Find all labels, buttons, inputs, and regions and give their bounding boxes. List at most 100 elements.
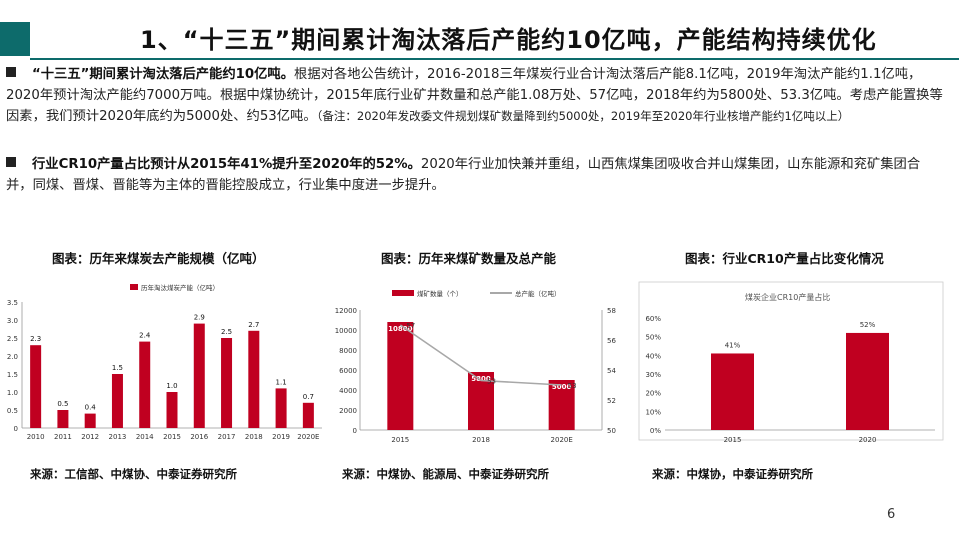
chart1-data-label: 2.5 <box>221 328 232 336</box>
chart2-line-label: 53 <box>568 382 577 390</box>
chart1-data-label: 1.0 <box>166 382 177 390</box>
chart1-y-tick: 3.5 <box>7 299 18 307</box>
chart3-y-tick: 60% <box>645 315 661 323</box>
chart2-bar-label: 5000 <box>552 383 572 391</box>
chart3-cr10-share: 煤炭企业CR10产量占比 0% 10% 20% 30% 40% 50% 60% 41% 2015 5… <box>638 281 944 444</box>
chart1-bar <box>275 388 287 428</box>
chart2-legend-line-label: 总产能（亿吨） <box>515 289 561 298</box>
paragraph-capacity-note: （备注：2020年发改委文件规划煤矿数量降到约5000处，2019年至2020年… <box>316 109 850 123</box>
chart2-left-tick: 12000 <box>335 307 357 315</box>
chart1-data-label: 2.3 <box>30 335 41 343</box>
chart1-data-label: 0.7 <box>303 393 314 401</box>
chart1-bar <box>139 341 151 428</box>
chart3-x-tick: 2020 <box>859 436 877 444</box>
chart2-line-label: 53 <box>487 378 496 386</box>
chart1-legend-label: 历年淘汰煤炭产能（亿吨） <box>141 283 219 292</box>
chart1-bar <box>84 413 96 428</box>
chart1-bar <box>111 374 123 428</box>
chart1-data-label: 1.5 <box>112 364 123 372</box>
chart3-bar <box>846 332 889 430</box>
chart3-inner-title: 煤炭企业CR10产量占比 <box>745 292 830 302</box>
chart3-y-tick: 50% <box>645 334 661 342</box>
slide-title: 1、“十三五”期间累计淘汰落后产能约10亿吨，产能结构持续优化 <box>140 26 877 54</box>
chart1-y-tick: 2.0 <box>7 353 18 361</box>
chart2-source: 来源：中煤协、能源局、中泰证券研究所 <box>342 467 549 481</box>
chart2-left-tick: 2000 <box>339 407 357 415</box>
paragraph-capacity-heading: “十三五”期间累计淘汰落后产能约10亿吨。 <box>32 67 295 82</box>
chart2-legend-bar-swatch <box>392 290 414 296</box>
chart1-title: 图表：历年来煤炭去产能规模（亿吨） <box>52 251 265 266</box>
chart2-right-tick: 52 <box>607 397 616 405</box>
chart1-bar <box>248 330 260 428</box>
paragraph-capacity-body: 根据对各地公告统计，2016-2018三年煤炭行业合计淘汰落后产能8.1亿吨，2… <box>6 67 943 124</box>
title-accent-strip <box>0 22 30 56</box>
chart3-y-tick: 40% <box>645 352 661 360</box>
chart2-left-tick: 0 <box>353 427 357 435</box>
chart2-bar <box>548 380 575 430</box>
chart1-data-label: 2.7 <box>248 321 259 329</box>
chart1-y-tick: 1.0 <box>7 389 18 397</box>
title-divider <box>30 58 959 60</box>
chart1-x-tick: 2012 <box>81 433 99 441</box>
chart1-x-tick: 2014 <box>136 433 154 441</box>
chart2-left-tick: 8000 <box>339 347 357 355</box>
chart1-legend-swatch <box>130 284 138 290</box>
chart1-data-label: 1.1 <box>276 378 287 386</box>
chart3-bar <box>711 353 754 430</box>
chart3-y-tick: 30% <box>645 371 661 379</box>
bullet-square-icon <box>6 157 16 167</box>
chart1-x-tick: 2013 <box>109 433 127 441</box>
paragraph-cr10-body: 2020年行业加快兼并重组，山西焦煤集团吸收合并山煤集团，山东能源和兖矿集团合并… <box>6 157 921 193</box>
chart2-legend-bar-label: 煤矿数量（个） <box>417 289 463 298</box>
chart2-mine-count-capacity: 0 2000 4000 6000 8000 10000 12000 50 52 54 56 58 煤矿数… <box>335 289 617 444</box>
bullet-square-icon <box>6 67 16 77</box>
chart1-x-tick: 2017 <box>218 433 236 441</box>
chart1-bar <box>221 338 233 428</box>
chart1-x-tick: 2015 <box>163 433 181 441</box>
chart3-y-tick: 20% <box>645 390 661 398</box>
chart1-data-label: 0.4 <box>85 404 97 412</box>
chart3-title: 图表：行业CR10产量占比变化情况 <box>685 251 884 266</box>
chart1-x-tick: 2020E <box>297 433 319 441</box>
chart1-x-tick: 2011 <box>54 433 72 441</box>
chart1-bar <box>302 402 314 428</box>
chart2-line-label: 57 <box>406 322 415 330</box>
chart1-x-tick: 2018 <box>245 433 263 441</box>
paragraph-cr10: 行业CR10产量占比预计从2015年41%提升至2020年的52%。2020年行… <box>6 154 946 196</box>
chart2-right-tick: 54 <box>607 367 616 375</box>
chart1-capacity-cut: 0 0.5 1.0 1.5 2.0 2.5 3.0 3.5 历年淘汰煤炭产能（亿吨） 2.3 201… <box>7 283 322 441</box>
chart3-y-tick: 0% <box>650 427 661 435</box>
chart2-right-tick: 58 <box>607 307 616 315</box>
paragraph-cr10-heading: 行业CR10产量占比预计从2015年41%提升至2020年的52%。 <box>32 157 421 172</box>
header-bar <box>0 0 959 24</box>
chart2-x-tick: 2018 <box>472 436 490 444</box>
chart2-bar-label: 10800 <box>388 325 412 333</box>
chart2-capacity-line <box>399 324 562 386</box>
chart2-x-tick: 2020E <box>551 436 573 444</box>
chart1-x-tick: 2019 <box>272 433 290 441</box>
chart1-x-tick: 2016 <box>190 433 208 441</box>
chart1-bar <box>57 410 69 428</box>
chart3-data-label: 52% <box>860 321 876 329</box>
chart2-right-tick: 56 <box>607 337 616 345</box>
paragraph-capacity: “十三五”期间累计淘汰落后产能约10亿吨。根据对各地公告统计，2016-2018… <box>6 64 946 127</box>
chart3-frame <box>638 281 944 441</box>
chart1-y-tick: 1.5 <box>7 371 18 379</box>
chart2-bar-label: 5800 <box>471 375 491 383</box>
chart2-bar <box>387 322 414 430</box>
chart1-source: 来源：工信部、中煤协、中泰证券研究所 <box>30 467 237 481</box>
chart2-left-tick: 10000 <box>335 327 357 335</box>
chart1-data-label: 2.9 <box>194 314 205 322</box>
chart3-data-label: 41% <box>725 341 741 349</box>
chart3-x-tick: 2015 <box>724 436 742 444</box>
chart2-x-tick: 2015 <box>391 436 409 444</box>
page-number: 6 <box>887 507 896 522</box>
chart1-y-tick: 0 <box>14 425 18 433</box>
chart1-bar <box>166 392 178 428</box>
chart1-y-tick: 2.5 <box>7 335 18 343</box>
chart1-data-label: 0.5 <box>57 400 68 408</box>
chart1-x-tick: 2010 <box>27 433 45 441</box>
chart1-bar <box>30 345 42 428</box>
chart3-source: 来源：中煤协，中泰证券研究所 <box>652 467 813 481</box>
chart1-y-tick: 3.0 <box>7 317 18 325</box>
